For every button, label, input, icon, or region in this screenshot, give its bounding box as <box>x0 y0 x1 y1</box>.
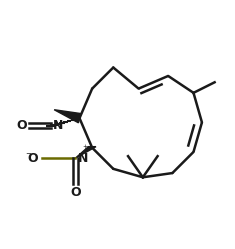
Polygon shape <box>54 110 81 123</box>
Text: $^-$: $^-$ <box>24 151 32 161</box>
Text: O: O <box>28 152 38 165</box>
Text: N: N <box>77 152 88 165</box>
Polygon shape <box>75 147 96 158</box>
Text: $^+$: $^+$ <box>81 144 89 154</box>
Text: N: N <box>53 119 63 132</box>
Text: O: O <box>16 119 27 132</box>
Text: O: O <box>70 186 81 199</box>
